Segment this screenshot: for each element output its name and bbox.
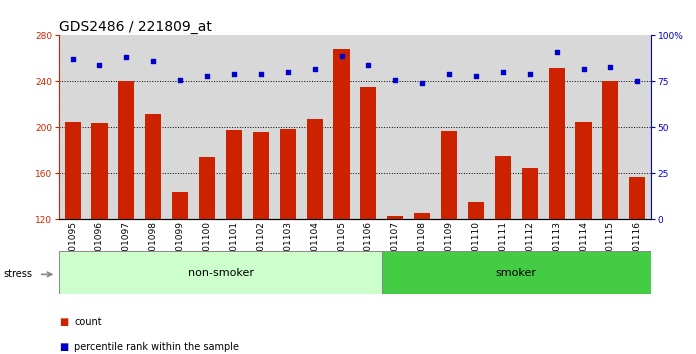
Bar: [382, 251, 651, 294]
Bar: [387, 216, 404, 219]
Bar: [361, 87, 377, 219]
Point: [148, 58, 159, 64]
Point: [417, 80, 428, 86]
Bar: [199, 157, 215, 219]
Point: [443, 71, 454, 77]
Point: [363, 62, 374, 68]
Text: percentile rank within the sample: percentile rank within the sample: [74, 342, 239, 352]
Point: [551, 49, 562, 55]
Bar: [145, 114, 161, 219]
Bar: [576, 122, 592, 219]
Point: [309, 66, 320, 72]
Point: [390, 77, 401, 82]
Point: [498, 69, 509, 75]
Bar: [306, 119, 323, 219]
Point: [524, 71, 535, 77]
Bar: [495, 156, 511, 219]
Bar: [333, 49, 349, 219]
Point: [282, 69, 293, 75]
Point: [605, 64, 616, 69]
Point: [228, 71, 239, 77]
Bar: [65, 122, 81, 219]
Text: ■: ■: [59, 342, 68, 352]
Point: [175, 77, 186, 82]
Bar: [468, 202, 484, 219]
Point: [94, 62, 105, 68]
Bar: [548, 68, 564, 219]
Bar: [226, 130, 242, 219]
Point: [67, 57, 78, 62]
Bar: [414, 212, 430, 219]
Bar: [59, 251, 382, 294]
Point: [578, 66, 589, 72]
Point: [202, 73, 213, 79]
Point: [121, 55, 132, 60]
Bar: [118, 81, 134, 219]
Text: count: count: [74, 317, 102, 327]
Point: [470, 73, 482, 79]
Point: [255, 71, 267, 77]
Bar: [280, 129, 296, 219]
Bar: [91, 123, 108, 219]
Bar: [253, 132, 269, 219]
Bar: [629, 177, 645, 219]
Text: smoker: smoker: [496, 268, 537, 278]
Point: [632, 79, 643, 84]
Text: non-smoker: non-smoker: [187, 268, 253, 278]
Bar: [441, 131, 457, 219]
Point: [336, 53, 347, 58]
Bar: [602, 81, 619, 219]
Text: stress: stress: [3, 269, 33, 279]
Bar: [172, 192, 188, 219]
Text: ■: ■: [59, 317, 68, 327]
Text: GDS2486 / 221809_at: GDS2486 / 221809_at: [59, 21, 212, 34]
Bar: [522, 168, 538, 219]
